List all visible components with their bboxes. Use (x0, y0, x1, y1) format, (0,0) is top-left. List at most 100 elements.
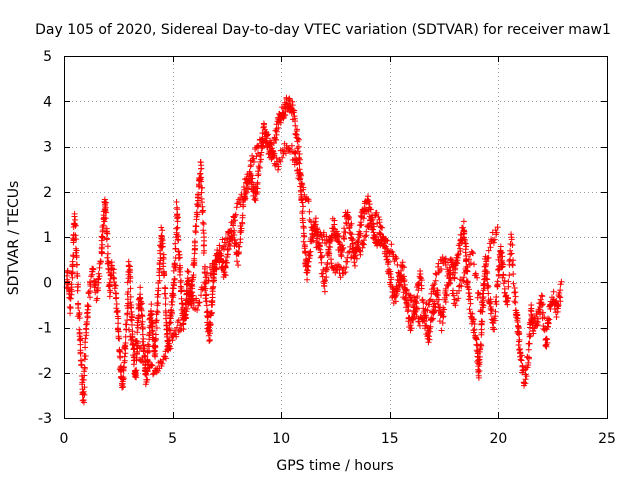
data-point (387, 268, 394, 275)
data-point (491, 326, 498, 333)
data-point (144, 376, 151, 383)
data-point (205, 277, 212, 284)
data-point (202, 285, 209, 292)
data-point (512, 299, 519, 306)
data-point (427, 323, 434, 330)
data-point (301, 232, 307, 239)
data-point (385, 258, 392, 265)
data-point (337, 274, 344, 281)
data-point (379, 224, 386, 231)
data-point (220, 246, 227, 253)
data-point (445, 268, 452, 275)
data-point (231, 236, 238, 243)
data-point (159, 243, 166, 250)
data-point (477, 307, 484, 314)
chart-title: Day 105 of 2020, Sidereal Day-to-day VTE… (35, 22, 611, 38)
data-point (367, 206, 374, 213)
data-point (442, 255, 449, 262)
data-point (83, 332, 90, 339)
data-point (318, 254, 325, 260)
data-point (159, 227, 166, 234)
data-point (292, 149, 299, 156)
data-point (476, 359, 483, 366)
data-point (305, 198, 312, 205)
data-point (74, 270, 81, 277)
data-point (105, 259, 112, 266)
data-point (115, 315, 122, 322)
data-point (507, 256, 514, 263)
data-point (342, 269, 349, 276)
data-point (139, 338, 146, 345)
data-point (493, 294, 500, 300)
data-point (248, 162, 254, 168)
data-point (348, 231, 355, 238)
data-point (477, 346, 484, 353)
data-point (167, 345, 174, 352)
data-point (510, 271, 517, 277)
data-point (108, 259, 115, 266)
data-point (474, 274, 481, 281)
data-point (183, 314, 190, 321)
x-tick-label: 10 (272, 431, 290, 447)
data-point (358, 221, 365, 228)
data-point (347, 230, 354, 237)
data-point (238, 191, 245, 198)
data-point (506, 258, 513, 264)
data-point (429, 316, 436, 323)
data-point (152, 331, 159, 338)
data-point (473, 272, 479, 279)
data-point (479, 299, 486, 305)
data-point (76, 315, 83, 322)
data-point (148, 301, 155, 308)
data-point (516, 336, 523, 343)
data-point (425, 332, 431, 339)
data-point (197, 175, 204, 182)
data-point (170, 330, 177, 337)
data-point (340, 233, 347, 240)
data-point (96, 273, 103, 280)
data-point (414, 293, 421, 300)
data-point (126, 326, 132, 333)
data-point (475, 374, 482, 381)
data-point (300, 186, 307, 193)
data-point (370, 229, 377, 236)
data-point (526, 355, 532, 362)
data-point (71, 210, 78, 217)
data-point (425, 339, 432, 346)
data-point (305, 258, 312, 265)
data-point (316, 243, 323, 250)
data-point (538, 292, 545, 299)
data-point (117, 354, 124, 361)
data-point (376, 219, 383, 226)
data-point (290, 109, 297, 116)
data-point (152, 343, 159, 350)
data-point (485, 290, 492, 297)
data-point (553, 314, 560, 320)
data-point (478, 342, 485, 349)
data-point (308, 238, 315, 245)
data-point (240, 196, 247, 203)
data-point (526, 333, 533, 340)
data-point (94, 295, 101, 302)
axis-ticks: 0 5 10 15 20 25 -3 -2 -1 0 1 2 3 4 5 (38, 49, 616, 447)
data-point (543, 335, 550, 342)
data-point (74, 261, 80, 268)
data-point (505, 278, 512, 285)
data-point (419, 318, 426, 325)
data-point (293, 128, 300, 134)
data-point (408, 325, 415, 332)
data-point (138, 300, 145, 307)
data-point (311, 225, 318, 232)
data-point (201, 234, 207, 241)
data-point (194, 307, 201, 313)
data-point (528, 312, 535, 319)
data-point (375, 214, 382, 220)
data-point (401, 295, 408, 302)
data-point (228, 233, 235, 240)
data-point (258, 156, 264, 163)
data-point (550, 288, 557, 295)
data-point (295, 143, 302, 150)
data-point (499, 253, 506, 260)
data-point (530, 330, 537, 337)
data-point (155, 367, 161, 374)
